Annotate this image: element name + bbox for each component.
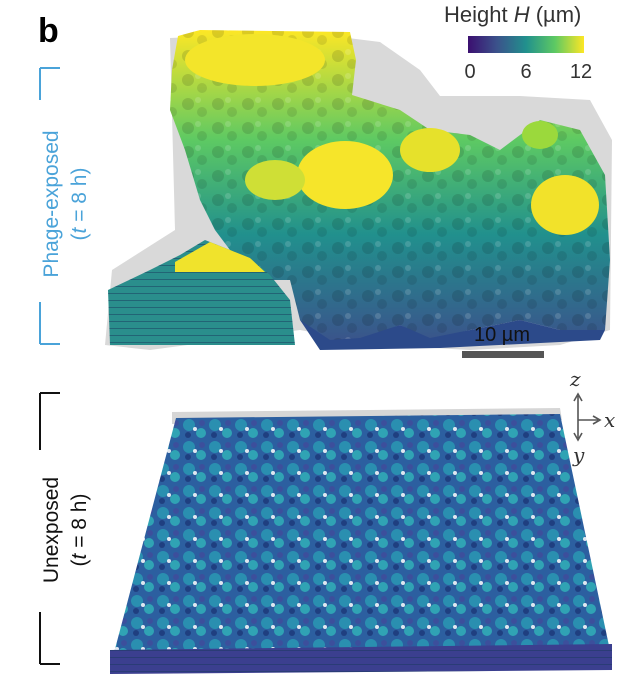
peak-green-1	[522, 121, 558, 149]
y-axis-label: y	[572, 443, 585, 467]
peak-yellow-3	[400, 128, 460, 172]
axes-triad	[573, 392, 602, 442]
y-arrowhead	[573, 432, 583, 442]
biofilm-texture	[170, 30, 610, 345]
scale-bar	[462, 351, 544, 358]
unexposed-time-label: (t = 8 h)	[68, 494, 91, 567]
phage-exposed-label-group: Phage-exposed (t = 8 h)	[39, 67, 91, 345]
unexposed-label-group: Unexposed (t = 8 h)	[39, 392, 91, 665]
terraced-patch-top	[175, 242, 265, 272]
colorbar-tick-0: 0	[464, 61, 475, 83]
phage-exposed-biofilm-render	[105, 30, 612, 350]
panel-label: b	[38, 12, 59, 50]
colorbar-tick-12: 12	[570, 61, 592, 83]
peak-yellow-4	[531, 175, 599, 235]
unexposed-biofilm-surface	[110, 414, 612, 668]
colorbar-title: Height H (µm)	[444, 2, 581, 27]
x-axis-label: x	[604, 408, 615, 432]
z-axis-label: z	[569, 367, 581, 391]
peak-yellow-1	[185, 34, 325, 86]
scale-bar-label: 10 µm	[474, 324, 530, 346]
peak-yellow-2	[297, 141, 393, 209]
unexposed-biofilm-render	[110, 408, 612, 674]
colorbar	[468, 36, 584, 53]
colorbar-tick-6: 6	[520, 61, 531, 83]
phage-exposed-time-label: (t = 8 h)	[68, 168, 91, 241]
bottom-edge-dark	[300, 320, 605, 350]
x-arrowhead	[592, 415, 602, 425]
unexposed-front-layers	[110, 644, 612, 674]
z-arrowhead	[573, 392, 583, 402]
unexposed-label: Unexposed	[40, 477, 63, 583]
phage-exposed-label: Phage-exposed	[40, 130, 63, 277]
peak-yellow-5	[245, 160, 305, 200]
